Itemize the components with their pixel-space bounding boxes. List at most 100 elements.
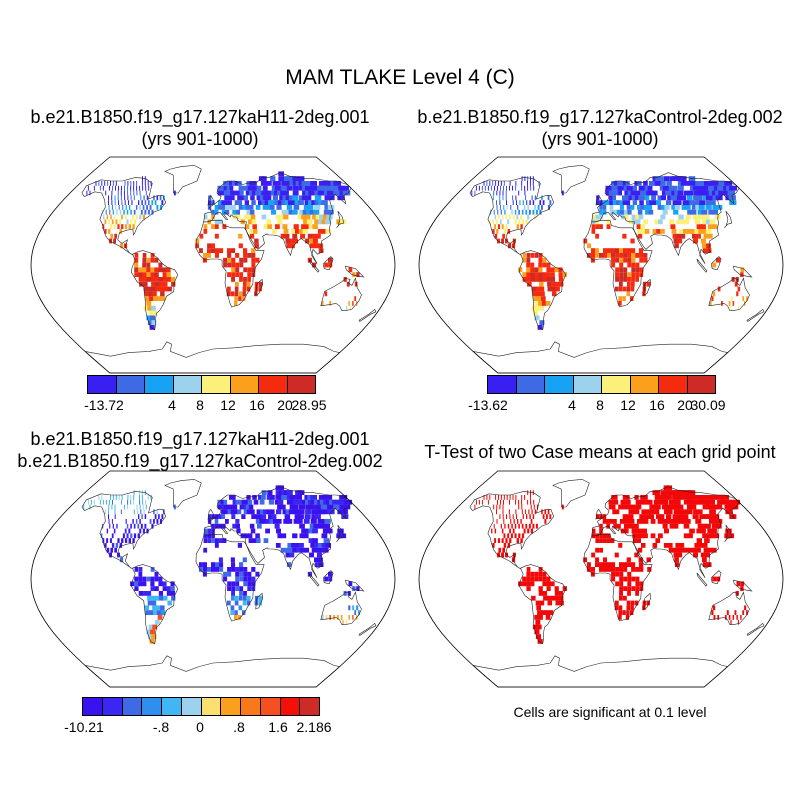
grid-cell [251,200,256,205]
coastline [195,534,265,622]
grid-cell [221,205,226,210]
grid-cell [315,233,321,239]
grid-cell [211,243,215,249]
grid-cell [517,519,519,524]
grid-cell [156,519,159,524]
grid-cell [139,190,141,196]
grid-cell [227,253,232,258]
grid-cell [231,562,236,567]
grid-cell [499,195,501,201]
grid-cell [635,528,640,534]
grid-cell [219,562,224,567]
grid-cell [486,181,488,186]
grid-cell [481,499,483,505]
grid-cell [535,634,541,639]
grid-cell [255,205,261,210]
grid-cell [695,547,701,553]
grid-cell [113,224,116,229]
grid-cell [587,562,591,567]
grid-cell [698,205,705,210]
grid-cell [142,277,148,282]
grid-cell [326,214,333,220]
grid-cell [658,219,663,225]
grid-cell [698,543,704,548]
grid-cell [619,576,624,582]
grid-cell [277,533,283,539]
grid-cell [171,281,176,287]
grid-cell [646,557,651,563]
grid-cell [635,576,640,582]
grid-cell [637,209,643,215]
grid-cell [607,567,612,572]
grid-cell [618,615,622,620]
grid-cell [498,214,500,220]
grid-cell [712,576,717,582]
grid-cell [676,219,682,225]
grid-cell [284,200,291,205]
grid-cell [255,519,261,524]
grid-cell [640,190,645,196]
grid-cell [304,514,311,519]
grid-cell [211,523,215,529]
grid-cell [282,509,288,515]
grid-cell [232,209,237,215]
grid-cell [150,277,156,282]
grid-cell [147,595,152,601]
grid-cell [669,523,675,529]
grid-cell [130,195,132,201]
grid-cell [700,238,706,244]
grid-cell [211,533,215,539]
grid-cell [521,499,523,505]
grid-cell [509,185,510,191]
grid-cell [640,495,645,500]
grid-cell [142,267,147,273]
grid-cell [285,195,292,201]
grid-cell [266,181,272,186]
grid-cell [511,209,513,215]
grid-cell [627,581,632,587]
grid-cell [646,200,651,205]
grid-cell [666,485,672,491]
grid-cell [618,543,623,548]
grid-cell [551,595,556,601]
grid-cell [534,571,539,577]
grid-cell [138,591,144,596]
grid-cell [627,272,632,277]
panel1-title: b.e21.B1850.f19_g17.127kaH11-2deg.001 (y… [0,106,400,150]
grid-cell [499,200,501,205]
grid-cell [651,195,656,201]
grid-cell [720,499,728,505]
grid-cell [683,523,690,529]
grid-cell [124,195,126,201]
grid-cell [638,562,644,567]
grid-cell [231,277,235,282]
grid-cell [144,605,150,611]
grid-cell [712,519,719,524]
coastline [322,570,334,585]
grid-cell [623,595,627,601]
grid-cell [223,571,228,577]
grid-cell [243,253,248,258]
grid-cell [643,533,648,539]
grid-cell [631,262,636,268]
grid-cell [591,248,595,253]
grid-cell [648,181,654,186]
grid-cell [221,523,226,529]
grid-cell [195,243,199,249]
grid-cell [124,528,127,534]
grid-cell [301,528,307,534]
grid-cell [674,190,681,196]
grid-cell [250,248,256,253]
grid-cell [133,490,135,495]
grid-cell [234,291,239,297]
coastline [130,564,179,645]
map-panel-ttest [418,470,784,688]
grid-cell [295,543,301,548]
grid-cell [492,543,495,548]
grid-cell [627,586,632,591]
grid-cell [478,185,480,191]
grid-cell [151,281,156,287]
grid-cell [155,281,160,287]
grid-cell [706,243,711,249]
grid-cell [532,291,538,297]
